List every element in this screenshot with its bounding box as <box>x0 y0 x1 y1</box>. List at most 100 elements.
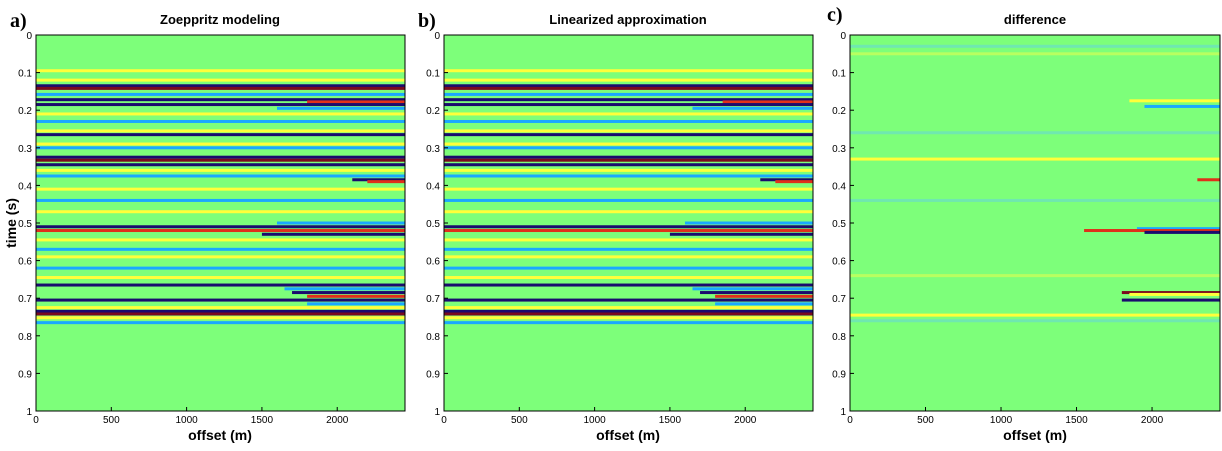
x-axis-label-b: offset (m) <box>596 427 660 443</box>
reflector-event <box>850 313 1220 317</box>
reflector-event <box>1084 229 1220 233</box>
reflector-event <box>850 131 1220 135</box>
y-tick-label: 0.1 <box>426 69 440 80</box>
reflector-event <box>444 163 813 167</box>
reflector-event <box>760 178 813 182</box>
reflector-event <box>367 180 405 184</box>
reflector-event <box>36 225 405 229</box>
reflector-event <box>284 287 405 291</box>
plot-area-a: 0 500 1000 1500 2000 0 0.1 0.2 0.3 0.4 0.5 0.6 0.7 0.… <box>18 31 406 426</box>
reflector-event <box>669 232 813 236</box>
x-tick-label: 500 <box>511 415 528 426</box>
x-tick-label: 2000 <box>326 415 349 426</box>
reflector-event <box>684 221 813 225</box>
panel-c: c) difference 0 500 1000 1500 2000 0 0.1 0.2 0.3… <box>827 4 1221 443</box>
reflector-event <box>36 119 405 123</box>
reflector-event <box>292 291 405 295</box>
reflector-event <box>444 187 813 191</box>
reflector-event <box>307 100 405 104</box>
reflector-event <box>36 210 405 214</box>
y-tick-label: 1 <box>840 407 846 418</box>
reflector-event <box>36 316 405 320</box>
reflector-event <box>36 84 405 88</box>
reflector-event <box>1197 178 1220 182</box>
y-tick-label: 0.1 <box>18 69 32 80</box>
x-axis-label-a: offset (m) <box>188 427 252 443</box>
reflector-event <box>444 266 813 270</box>
reflector-event <box>276 221 405 225</box>
y-tick-label: 0.4 <box>18 181 32 192</box>
reflector-event <box>444 312 813 316</box>
reflector-event <box>444 78 813 82</box>
y-tick-label: 0.7 <box>18 294 32 305</box>
x-tick-label: 1000 <box>583 415 606 426</box>
reflector-event <box>36 146 405 150</box>
reflector-event <box>36 255 405 259</box>
y-tick-label: 0.4 <box>426 181 440 192</box>
y-tick-label: 0.2 <box>18 106 32 117</box>
reflector-event <box>36 312 405 316</box>
chart-title-c: difference <box>1004 12 1066 27</box>
y-tick-label: 0.2 <box>832 106 846 117</box>
y-tick-label: 0.6 <box>18 257 32 268</box>
reflector-event <box>36 309 405 313</box>
reflector-event <box>307 302 405 306</box>
reflector-event <box>1144 230 1220 234</box>
y-tick-label: 0.2 <box>426 106 440 117</box>
y-tick-label: 0.4 <box>832 181 846 192</box>
reflector-event <box>36 174 405 178</box>
y-tick-label: 0.7 <box>426 294 440 305</box>
reflector-event <box>36 321 405 325</box>
reflector-event <box>261 232 405 236</box>
reflector-event <box>850 52 1220 56</box>
reflector-event <box>36 129 405 133</box>
x-tick-label: 1500 <box>659 415 682 426</box>
y-tick-label: 0 <box>434 31 440 42</box>
y-tick-label: 0.7 <box>832 294 846 305</box>
heatmap-field <box>444 35 813 411</box>
chart-title-a: Zoeppritz modeling <box>160 12 280 27</box>
reflector-event <box>444 98 813 102</box>
reflector-event <box>444 168 813 172</box>
y-tick-label: 1 <box>434 407 440 418</box>
reflector-event <box>444 174 813 178</box>
reflector-event <box>715 294 813 298</box>
reflector-event <box>36 69 405 73</box>
x-axis-label-c: offset (m) <box>1003 427 1067 443</box>
reflector-event <box>36 142 405 146</box>
chart-title-b: Linearized approximation <box>549 12 707 27</box>
reflector-event <box>850 274 1220 278</box>
reflector-event <box>444 158 813 162</box>
reflector-event <box>850 198 1220 202</box>
y-tick-label: 0.5 <box>426 219 440 230</box>
reflector-event <box>36 187 405 191</box>
y-tick-label: 0.6 <box>832 257 846 268</box>
reflector-event <box>444 316 813 320</box>
x-tick-label: 500 <box>103 415 120 426</box>
reflector-event <box>444 225 813 229</box>
reflector-event <box>36 276 405 280</box>
y-tick-label: 0.9 <box>832 369 846 380</box>
y-tick-label: 1 <box>26 407 32 418</box>
reflector-event <box>36 266 405 270</box>
reflector-event <box>444 146 813 150</box>
y-tick-label: 0.3 <box>18 144 32 155</box>
panel-a: a) Zoeppritz modeling 0 500 1000 1500 200000… <box>3 10 406 443</box>
reflector-event <box>444 142 813 146</box>
x-tick-label: 2000 <box>1141 415 1164 426</box>
y-tick-label: 0.9 <box>18 369 32 380</box>
reflector-event <box>444 129 813 133</box>
reflector-event <box>1121 298 1220 302</box>
x-tick-label: 1500 <box>1065 415 1088 426</box>
reflector-event <box>36 103 405 107</box>
reflector-event <box>444 238 813 242</box>
y-tick-label: 0.5 <box>832 219 846 230</box>
reflector-event <box>722 100 813 104</box>
reflector-event <box>36 155 405 159</box>
x-tick-label: 0 <box>441 415 447 426</box>
reflector-event <box>36 283 405 287</box>
reflector-event <box>36 158 405 162</box>
reflector-event <box>444 119 813 123</box>
reflector-event <box>444 84 813 88</box>
reflector-event <box>36 112 405 116</box>
